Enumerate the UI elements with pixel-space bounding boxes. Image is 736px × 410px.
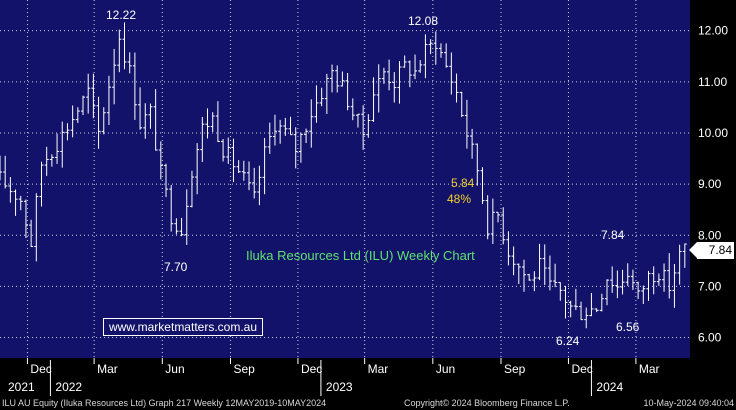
y-axis-area xyxy=(690,0,736,396)
x-axis-area xyxy=(0,358,736,396)
x-year-label: 2023 xyxy=(326,380,353,394)
x-year-label: 2024 xyxy=(596,380,623,394)
y-tick-label: 7.00 xyxy=(698,279,722,293)
footer-security-info: ILU AU Equity (Iluka Resources Ltd) Grap… xyxy=(2,398,327,408)
x-month-label: Dec xyxy=(301,362,322,376)
axes: 6.00 7.00 8.00 9.00 10.00 11.00 12.00 Dec Mar Jun… xyxy=(8,24,728,396)
x-month-label: Mar xyxy=(639,362,660,376)
plot-area xyxy=(0,0,690,358)
x-month-label: Sep xyxy=(504,362,526,376)
low-annotation-dec-2023: 6.24 xyxy=(556,334,580,348)
x-month-label: Sep xyxy=(233,362,255,376)
peak-annotation-2022: 12.22 xyxy=(106,8,137,22)
low-annotation-mar-2024: 6.56 xyxy=(616,320,640,334)
price-bars xyxy=(0,22,687,329)
grid-lines xyxy=(0,0,690,358)
drop-value-annotation: 5.84 xyxy=(451,176,475,190)
x-year-label: 2022 xyxy=(55,380,82,394)
y-tick-label: 11.00 xyxy=(698,75,727,89)
chart-title: Iluka Resources Ltd (ILU) Weekly Chart xyxy=(246,248,475,263)
drop-percent-annotation: 48% xyxy=(447,192,472,206)
last-price-tag: 7.84 xyxy=(689,242,734,259)
footer-bar: ILU AU Equity (Iluka Resources Ltd) Grap… xyxy=(0,396,736,410)
recent-high-annotation: 7.84 xyxy=(601,228,625,242)
website-watermark[interactable]: www.marketmatters.com.au xyxy=(103,318,263,336)
x-month-label: Dec xyxy=(571,362,592,376)
footer-timestamp: 10-May-2024 09:40:04 xyxy=(643,398,734,408)
x-year-label: 2021 xyxy=(8,380,35,394)
x-month-label: Jun xyxy=(436,362,455,376)
x-month-label: Mar xyxy=(97,362,118,376)
y-tick-label: 12.00 xyxy=(698,24,728,38)
x-month-label: Dec xyxy=(30,362,51,376)
price-chart: 6.00 7.00 8.00 9.00 10.00 11.00 12.00 Dec Mar Jun… xyxy=(0,0,736,396)
y-tick-label: 10.00 xyxy=(698,126,728,140)
peak-annotation-2023: 12.08 xyxy=(408,14,439,28)
y-tick-label: 8.00 xyxy=(698,228,722,242)
y-tick-label: 6.00 xyxy=(698,331,722,345)
low-annotation-2022: 7.70 xyxy=(164,260,188,274)
footer-copyright: Copyright© 2024 Bloomberg Finance L.P. xyxy=(404,398,570,408)
x-month-label: Jun xyxy=(165,362,184,376)
x-month-label: Mar xyxy=(368,362,389,376)
y-tick-label: 9.00 xyxy=(698,177,722,191)
